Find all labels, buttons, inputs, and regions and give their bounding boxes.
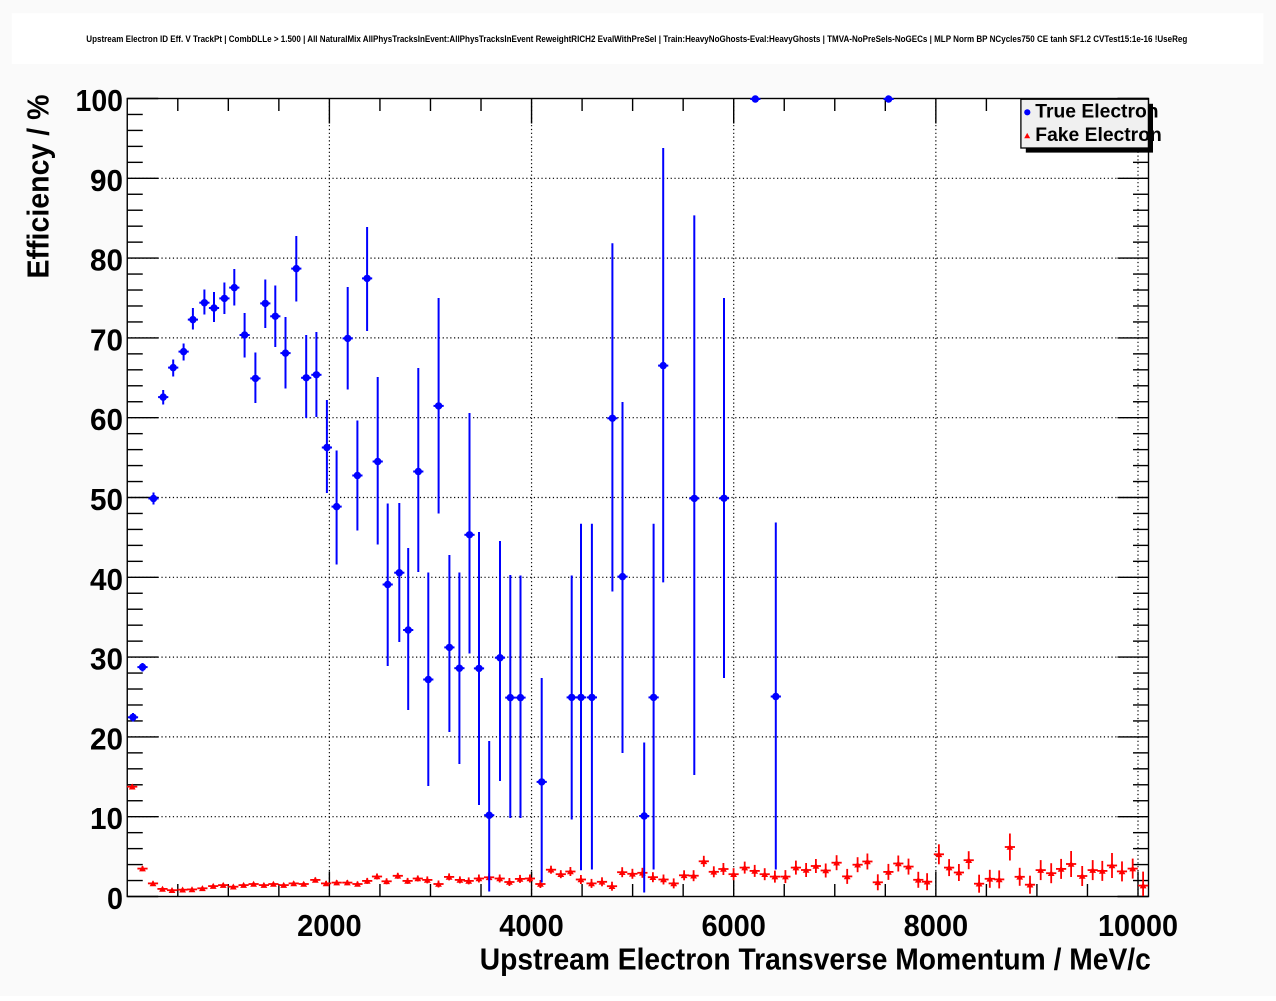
svg-text:8000: 8000 bbox=[904, 908, 969, 943]
svg-text:80: 80 bbox=[90, 243, 123, 278]
svg-text:70: 70 bbox=[90, 322, 123, 357]
svg-text:True Electron: True Electron bbox=[1035, 102, 1158, 123]
svg-text:6000: 6000 bbox=[701, 908, 766, 943]
svg-text:20: 20 bbox=[90, 721, 123, 756]
svg-text:100: 100 bbox=[76, 83, 124, 118]
svg-text:90: 90 bbox=[90, 163, 123, 198]
svg-text:Fake Electron: Fake Electron bbox=[1035, 125, 1161, 146]
svg-text:Efficiency / %: Efficiency / % bbox=[22, 95, 56, 279]
svg-text:0: 0 bbox=[107, 881, 123, 916]
svg-text:4000: 4000 bbox=[499, 908, 564, 943]
svg-text:30: 30 bbox=[90, 642, 123, 677]
svg-text:10000: 10000 bbox=[1098, 908, 1178, 943]
svg-text:10: 10 bbox=[90, 801, 123, 836]
svg-text:2000: 2000 bbox=[297, 908, 362, 943]
svg-text:40: 40 bbox=[90, 562, 123, 597]
svg-text:60: 60 bbox=[90, 402, 123, 437]
svg-text:Upstream Electron ID Eff. V Tr: Upstream Electron ID Eff. V TrackPt | Co… bbox=[86, 34, 1187, 44]
svg-text:Upstream Electron Transverse M: Upstream Electron Transverse Momentum / … bbox=[480, 943, 1151, 977]
svg-text:50: 50 bbox=[90, 482, 123, 517]
